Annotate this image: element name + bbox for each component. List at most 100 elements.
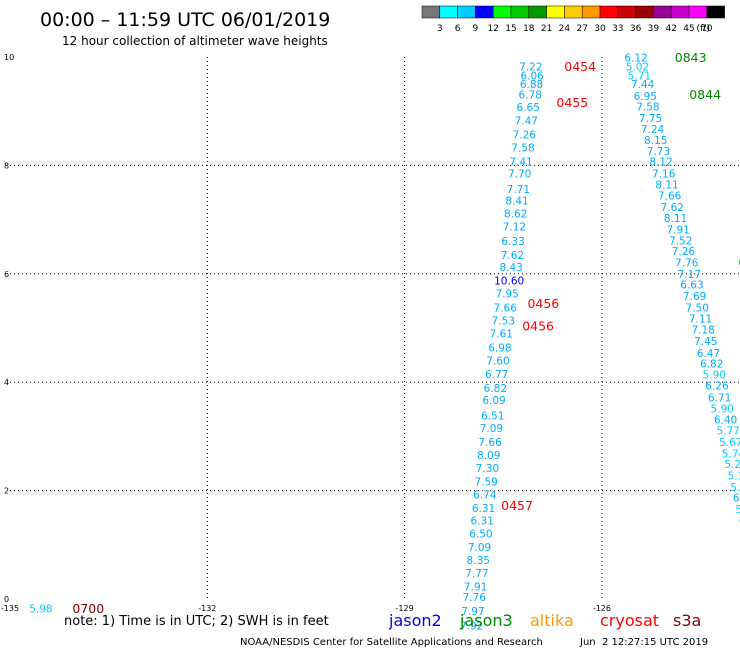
wave-height-label: 6.26: [705, 381, 729, 393]
color-swatch: [670, 5, 690, 19]
wave-height-label: 7.24: [641, 124, 665, 136]
color-scale-label: 70: [701, 24, 713, 34]
wave-height-label: 5.02: [626, 61, 649, 73]
wave-height-label: 5.98: [29, 603, 52, 615]
color-swatch: [528, 5, 547, 19]
footer-note: note: 1) Time is in UTC; 2) SWH is in fe…: [64, 614, 329, 629]
wave-height-label: 7.52: [669, 235, 692, 247]
color-swatch: [617, 5, 636, 19]
wave-height-label: 8.35: [467, 555, 490, 567]
wave-height-label: 6.06: [520, 71, 544, 83]
pass-time-label: 0456: [522, 318, 554, 333]
wave-height-label: 8.09: [477, 450, 500, 462]
wave-height-label: 8.62: [504, 209, 527, 221]
wave-height-label: 10.60: [494, 275, 524, 287]
wave-height-label: 5.77: [716, 426, 739, 438]
wave-height-label: 7.76: [463, 592, 487, 604]
wave-height-label: 7.91: [666, 224, 689, 236]
wave-height-label: 6.70: [733, 493, 740, 505]
x-axis-ticks: -135-132-129-126-123-120: [1, 604, 611, 613]
wave-height-label: 6.40: [714, 415, 737, 427]
wave-height-label: 6.12: [624, 53, 647, 65]
y-tick-label: 2: [4, 487, 9, 496]
wave-height-label: 6.98: [488, 343, 511, 355]
wave-height-label: 5.89: [730, 482, 740, 494]
wave-height-label: 6.71: [708, 392, 731, 404]
wave-height-label: 7.26: [513, 130, 537, 142]
color-scale-label: 42: [665, 24, 676, 34]
wave-height-label: 7.75: [639, 113, 662, 125]
wave-height-label: 7.53: [492, 315, 515, 327]
grid-lines: [10, 57, 740, 599]
wave-height-label: 5.74: [722, 448, 740, 460]
color-scale-label: 36: [630, 24, 642, 34]
color-swatch: [653, 5, 672, 19]
pass-time-label: 0455: [556, 95, 588, 110]
color-scale-label: 24: [559, 24, 571, 34]
color-swatch: [706, 5, 725, 19]
wave-height-label: 6.63: [680, 280, 703, 292]
legend-jason2: jason2: [388, 611, 442, 630]
wave-height-label: 6.95: [634, 91, 657, 103]
wave-height-label: 6.82: [700, 358, 723, 370]
color-scale-label: 33: [612, 24, 623, 34]
pass-time-label: 0844: [689, 87, 721, 102]
wave-height-label: 5.22: [724, 459, 740, 471]
wave-height-label: 7.12: [503, 222, 526, 234]
wave-height-label: 7.92: [460, 621, 483, 633]
wave-height-label: 6.65: [517, 102, 540, 114]
wave-height-label: 7.76: [675, 258, 699, 270]
color-swatch: [475, 5, 494, 19]
wave-height-label: 7.60: [486, 356, 509, 368]
color-scale-label: 21: [541, 24, 552, 34]
color-swatch: [564, 5, 583, 19]
x-tick-label: -132: [198, 604, 216, 613]
wave-height-label: 6.47: [697, 348, 720, 360]
footer-timestamp: Jun 2 12:27:15 UTC 2019: [579, 637, 708, 648]
legend-s3a: s3a: [673, 611, 701, 630]
pass-time-label: 0845: [739, 255, 740, 270]
color-swatch: [457, 5, 476, 19]
pass-time-label: 0454: [564, 59, 596, 74]
wave-height-label: 5.67: [719, 437, 740, 449]
pass-time-label: 0457: [501, 498, 533, 513]
wave-height-label: 7.45: [694, 336, 717, 348]
wave-height-label: 6.33: [501, 236, 524, 248]
wave-height-label: 7.30: [476, 463, 499, 475]
color-swatch: [421, 5, 441, 19]
wave-height-label: 6.31: [472, 503, 495, 515]
x-tick-label: -129: [396, 604, 414, 613]
color-swatch: [635, 5, 654, 19]
pass-time-label: 0456: [527, 296, 559, 311]
wave-height-label: 6.31: [471, 515, 494, 527]
wave-height-label: 7.70: [508, 169, 531, 181]
color-swatch: [546, 5, 565, 19]
wave-height-label: 7.97: [461, 606, 484, 618]
color-scale-label: 3: [437, 24, 443, 34]
color-scale-label: 27: [576, 24, 587, 34]
wave-height-label: 7.50: [686, 302, 709, 314]
wave-height-label: 5.71: [628, 71, 651, 83]
wave-height-label: 7.09: [480, 423, 503, 435]
wave-height-label: 8.15: [644, 135, 667, 147]
color-scale-label: 39: [648, 24, 660, 34]
data-marks: 7.226.066.886.786.657.477.267.587.417.70…: [29, 50, 740, 633]
color-swatch: [581, 5, 601, 19]
color-scale-label: 9: [473, 24, 479, 34]
color-scale-label: 45: [683, 24, 694, 34]
wave-height-label: 6.45: [739, 515, 740, 527]
chart-title: 00:00 – 11:59 UTC 06/01/2019: [40, 9, 330, 31]
chart-subtitle: 12 hour collection of altimeter wave hei…: [62, 34, 328, 48]
wave-height-label: 8.12: [649, 157, 672, 169]
wave-height-label: 6.78: [519, 89, 542, 101]
wave-height-label: 7.66: [478, 437, 502, 449]
color-scale-bar: 3 6 9 12 15 18 21 24 27 30 33 36 39 42 45 70(ft): [421, 5, 725, 34]
y-tick-label: 6: [4, 270, 9, 279]
wave-height-label: 7.71: [507, 184, 530, 196]
wave-height-label: 7.62: [661, 202, 684, 214]
footer-credit: NOAA/NESDIS Center for Satellite Applica…: [240, 637, 543, 648]
wave-height-label: 7.26: [672, 246, 696, 258]
wave-height-label: 7.11: [689, 313, 712, 325]
wave-height-label: 8.11: [655, 179, 678, 191]
